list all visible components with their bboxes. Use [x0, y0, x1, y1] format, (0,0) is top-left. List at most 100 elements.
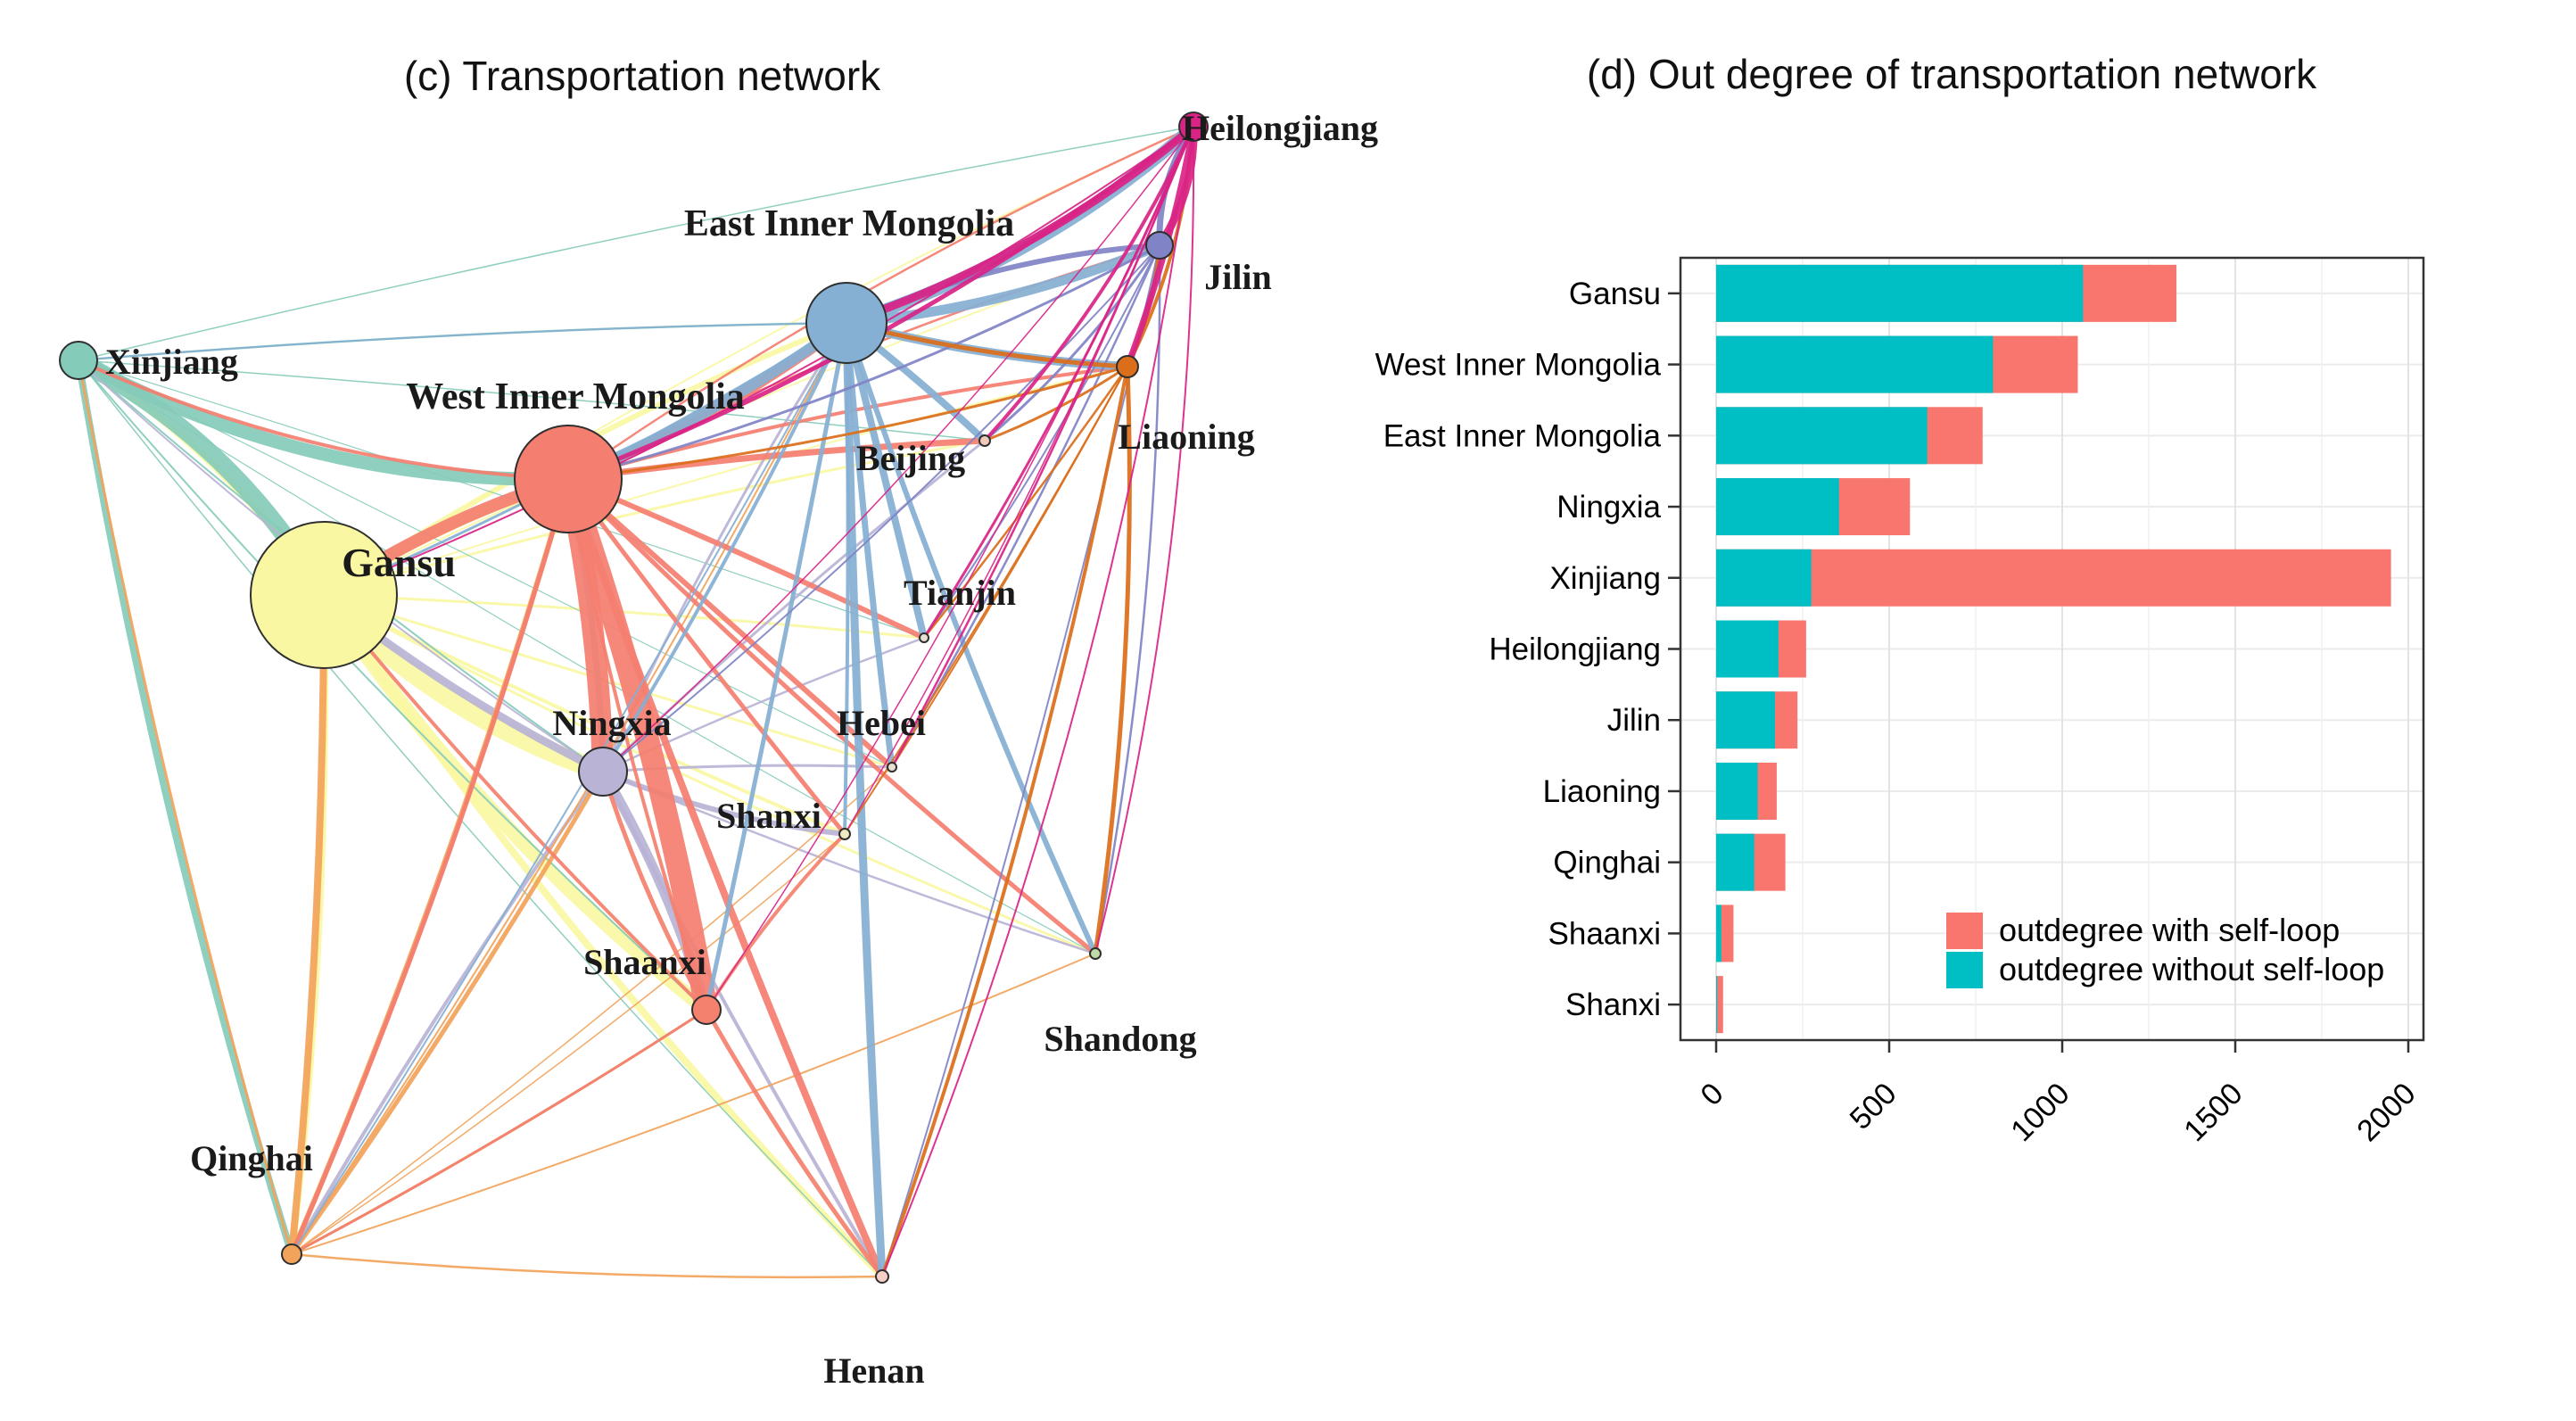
y-axis-label-3: Ningxia — [1556, 490, 1661, 525]
edge-gansu-liaoning — [323, 366, 1128, 596]
node-label-qinghai: Qinghai — [190, 1138, 313, 1178]
y-axis-label-10: Shanxi — [1565, 987, 1661, 1022]
edge-jilin-henan — [881, 244, 1160, 1277]
edge-jilin-ningxia — [602, 244, 1160, 772]
node-gansu — [250, 521, 398, 669]
bar-without-self-loop-10 — [1716, 976, 1718, 1034]
edge-ningxia-hebei — [601, 764, 894, 773]
y-axis-label-0: Gansu — [1569, 277, 1661, 311]
edge-wim-qinghai — [289, 476, 571, 1257]
node-ningxia — [578, 747, 628, 797]
bar-without-self-loop-4 — [1716, 549, 1812, 607]
bar-without-self-loop-2 — [1716, 407, 1928, 465]
edge-liaoning-shanxi — [844, 366, 1128, 835]
edge-shaanxi-gansu — [322, 593, 708, 1012]
edge-gansu-beijing — [322, 439, 987, 597]
edge-ningxia-henan — [601, 770, 884, 1278]
node-label-wim: West Inner Mongolia — [406, 376, 745, 417]
edge-ningxia-qinghai — [290, 770, 605, 1256]
node-label-xinjiang: Xinjiang — [105, 342, 238, 382]
node-label-beijing: Beijing — [856, 438, 965, 478]
x-axis-label-2000: 2000 — [2350, 1077, 2422, 1148]
edge-qinghai-eim — [291, 322, 847, 1255]
node-shandong — [1089, 947, 1102, 960]
edge-eim-ningxia — [601, 321, 848, 773]
node-label-tianjin: Tianjin — [904, 573, 1016, 613]
node-label-hebei: Hebei — [837, 703, 926, 743]
legend-item-with-self-loop: outdegree with self-loop — [1946, 911, 2384, 950]
edge-liaoning-tianjin — [922, 365, 1129, 640]
edge-qinghai-xinjiang — [77, 359, 293, 1256]
edge-liaoning-wim — [566, 365, 1129, 481]
node-henan — [875, 1269, 889, 1284]
edge-gansu-shandong — [322, 593, 1097, 955]
chart-legend: outdegree with self-loop outdegree witho… — [1946, 911, 2384, 989]
node-beijing — [978, 434, 991, 447]
bar-with-self-loop-4 — [1716, 549, 2391, 607]
legend-label-with-self-loop: outdegree with self-loop — [1999, 912, 2341, 948]
edge-qinghai-gansu — [288, 591, 327, 1258]
node-tianjin — [919, 632, 929, 643]
bar-without-self-loop-5 — [1716, 620, 1779, 678]
edge-xinjiang-qinghai — [75, 357, 295, 1258]
node-label-henan: Henan — [823, 1351, 924, 1391]
edge-wim-henan — [565, 475, 886, 1280]
x-axis-label-0: 0 — [1694, 1077, 1730, 1112]
bar-without-self-loop-3 — [1716, 478, 1839, 536]
legend-label-without-self-loop: outdegree without self-loop — [1999, 951, 2385, 987]
bar-with-self-loop-10 — [1716, 976, 1723, 1034]
node-wim — [514, 425, 623, 533]
node-jilin — [1145, 231, 1174, 260]
bar-without-self-loop-9 — [1716, 905, 1721, 962]
edge-wim-shanxi — [566, 476, 847, 837]
bar-without-self-loop-0 — [1716, 264, 2084, 322]
node-label-shanxi: Shanxi — [716, 796, 822, 836]
node-eim — [805, 282, 888, 364]
edge-wim-heilongjiang — [566, 125, 1195, 481]
edge-xinjiang-henan — [78, 359, 883, 1277]
edge-liaoning-henan — [880, 365, 1129, 1278]
edge-eim-henan — [842, 318, 887, 1281]
edge-shaanxi-henan — [704, 1007, 885, 1279]
node-xinjiang — [59, 341, 98, 380]
edge-qinghai-shanxi — [291, 833, 846, 1255]
node-label-eim: East Inner Mongolia — [684, 203, 1014, 244]
edge-xinjiang-shandong — [78, 359, 1096, 954]
edge-heilongjiang-henan — [881, 126, 1194, 1277]
edge-heilongjiang-wim — [566, 124, 1196, 482]
node-shanxi — [838, 828, 851, 840]
y-axis-label-4: Xinjiang — [1549, 561, 1661, 596]
y-axis-label-8: Qinghai — [1553, 846, 1661, 880]
edge-xinjiang-shaanxi — [78, 359, 707, 1011]
edge-liaoning-shandong — [1093, 364, 1132, 956]
edge-qinghai-ningxia — [289, 769, 606, 1257]
y-axis-label-2: East Inner Mongolia — [1383, 418, 1662, 453]
x-axis-label-1500: 1500 — [2177, 1077, 2249, 1148]
node-label-ningxia: Ningxia — [552, 703, 671, 743]
edge-eim-shaanxi — [704, 320, 849, 1012]
edge-eim-xinjiang — [78, 322, 847, 361]
bar-without-self-loop-8 — [1716, 833, 1754, 891]
x-axis-label-1000: 1000 — [2004, 1077, 2076, 1148]
edge-qinghai-henan — [290, 1252, 884, 1279]
edge-heilongjiang-beijing — [983, 125, 1195, 442]
y-axis-label-7: Liaoning — [1543, 774, 1661, 809]
edge-wim-shandong — [566, 476, 1098, 956]
edge-heilongjiang-shandong — [1094, 126, 1195, 954]
node-liaoning — [1116, 355, 1139, 378]
edge-xinjiang-heilongjiang — [78, 126, 1194, 361]
edge-jilin-wim — [566, 244, 1161, 481]
edge-qinghai-shandong — [291, 953, 1096, 1255]
y-axis-label-1: West Inner Mongolia — [1375, 348, 1662, 383]
edge-qinghai-hebei — [291, 766, 893, 1255]
edge-heilongjiang-shaanxi — [706, 126, 1194, 1011]
edge-jilin-shandong — [1094, 244, 1161, 955]
node-label-gansu: Gansu — [342, 540, 456, 585]
legend-item-without-self-loop: outdegree without self-loop — [1946, 950, 2384, 989]
bar-without-self-loop-6 — [1716, 691, 1775, 749]
legend-swatch-without-self-loop — [1946, 951, 1983, 988]
bar-without-self-loop-1 — [1716, 335, 1994, 393]
y-axis-label-5: Heilongjiang — [1489, 632, 1661, 667]
